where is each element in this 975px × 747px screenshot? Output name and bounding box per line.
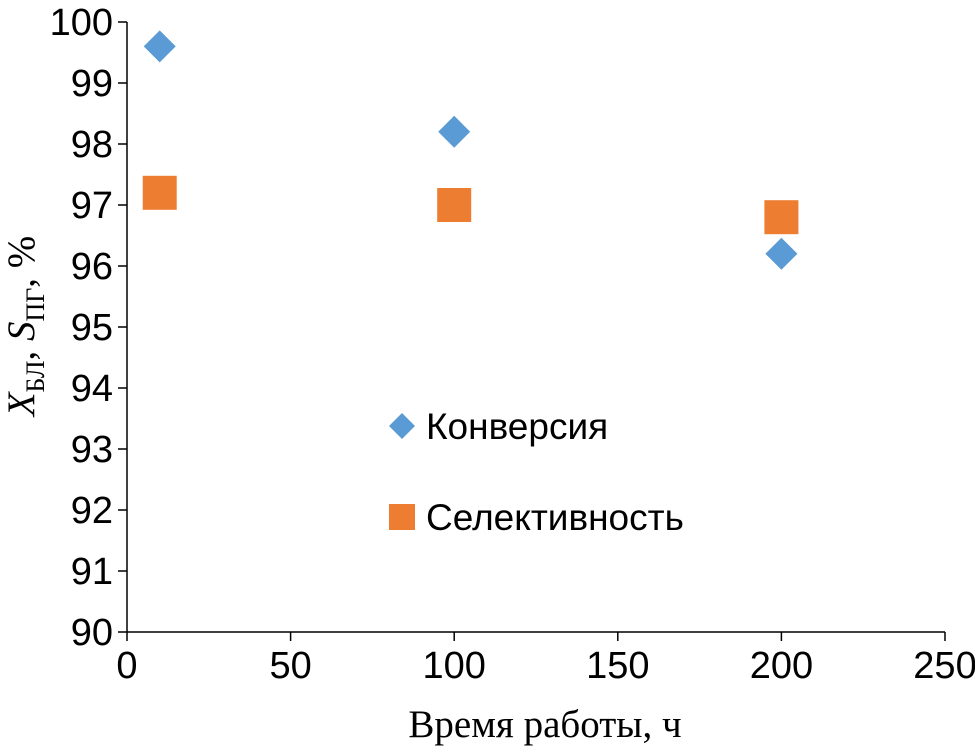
y-tick-label: 99 bbox=[71, 63, 113, 105]
legend-selectivity-marker bbox=[389, 504, 415, 530]
y-tick-label: 96 bbox=[71, 246, 113, 288]
legend-conversion-marker bbox=[389, 413, 415, 439]
y-axis-title-sep: , bbox=[0, 341, 43, 361]
x-tick-label: 250 bbox=[913, 645, 975, 687]
y-axis-title-x-var: X bbox=[0, 390, 43, 418]
legend-conversion-label: Конверсия bbox=[426, 406, 608, 447]
conversion-point bbox=[438, 115, 471, 148]
y-axis-title-s-var: S bbox=[0, 322, 43, 342]
x-tick-label: 0 bbox=[116, 645, 137, 687]
selectivity-point bbox=[437, 188, 472, 222]
y-tick-label: 98 bbox=[71, 124, 113, 166]
selectivity-point bbox=[764, 200, 799, 235]
x-axis-ticks: 0 50 100 150 200 250 bbox=[116, 632, 975, 687]
selectivity-point bbox=[142, 175, 177, 210]
y-tick-label: 93 bbox=[71, 429, 113, 471]
y-tick-label: 91 bbox=[71, 551, 113, 593]
conversion-point bbox=[143, 30, 176, 63]
data-points bbox=[142, 30, 799, 270]
y-tick-label: 100 bbox=[50, 2, 113, 44]
x-tick-label: 50 bbox=[269, 645, 311, 687]
y-tick-label: 90 bbox=[71, 612, 113, 654]
x-tick-label: 150 bbox=[586, 645, 649, 687]
legend-selectivity-label: Селективность bbox=[426, 497, 684, 538]
x-tick-label: 100 bbox=[422, 645, 485, 687]
x-tick-label: 200 bbox=[750, 645, 813, 687]
y-tick-label: 94 bbox=[71, 368, 113, 410]
legend: Конверсия Селективность bbox=[389, 406, 684, 538]
y-tick-label: 95 bbox=[71, 307, 113, 349]
y-tick-label: 92 bbox=[71, 490, 113, 532]
y-axis-title-s-sub: ПГ bbox=[21, 288, 50, 322]
y-axis-ticks: 90 91 92 93 94 95 96 97 98 99 100 bbox=[50, 2, 127, 654]
conversion-point bbox=[765, 237, 798, 270]
y-axis-title-x-sub: БЛ bbox=[21, 361, 50, 393]
y-tick-label: 97 bbox=[71, 185, 113, 227]
plot-axes bbox=[126, 22, 945, 633]
y-axis-title-unit: , % bbox=[0, 236, 43, 288]
y-axis-title: XБЛ, SПГ, % bbox=[0, 236, 50, 419]
x-axis-title: Время работы, ч bbox=[408, 703, 681, 746]
